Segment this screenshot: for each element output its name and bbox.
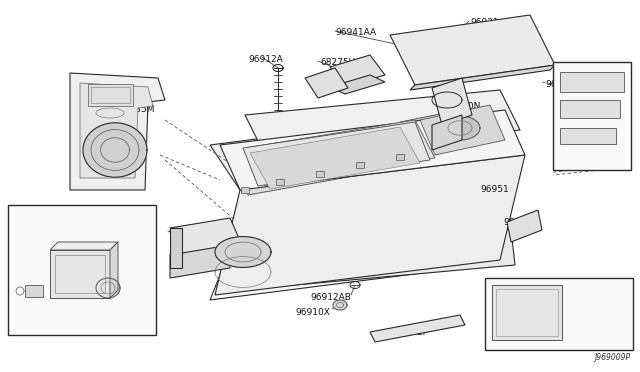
Polygon shape [245, 90, 520, 155]
Bar [560, 72, 624, 92]
Text: 96912A: 96912A [248, 55, 283, 64]
Polygon shape [50, 242, 118, 250]
Polygon shape [420, 105, 505, 155]
Polygon shape [400, 110, 482, 162]
Polygon shape [210, 110, 510, 190]
Polygon shape [333, 300, 347, 310]
Bar [356, 162, 364, 168]
Text: 96912Q: 96912Q [545, 80, 580, 89]
Text: 96951: 96951 [480, 185, 509, 194]
Text: 68275U: 68275U [320, 58, 355, 67]
Text: J969009P: J969009P [594, 353, 630, 362]
Bar [316, 171, 324, 177]
Bar [88, 84, 133, 106]
Text: 96912N: 96912N [503, 218, 538, 227]
Polygon shape [330, 55, 385, 87]
Polygon shape [370, 315, 465, 342]
Bar [492, 285, 562, 340]
Bar [496, 289, 558, 336]
Text: 96912AB: 96912AB [310, 293, 351, 302]
Bar [276, 179, 284, 185]
Polygon shape [70, 73, 165, 190]
Polygon shape [215, 155, 525, 295]
Polygon shape [170, 245, 230, 278]
Bar [241, 187, 249, 193]
Text: 96921: 96921 [470, 18, 499, 27]
Polygon shape [250, 127, 420, 189]
Polygon shape [230, 125, 415, 195]
Text: 96515: 96515 [517, 295, 546, 304]
Bar [8, 205, 156, 335]
Polygon shape [330, 75, 385, 94]
Polygon shape [110, 242, 118, 298]
Polygon shape [390, 15, 555, 85]
Bar [91, 87, 130, 103]
Text: 96911: 96911 [560, 295, 589, 304]
Polygon shape [170, 228, 182, 268]
Polygon shape [245, 120, 435, 186]
Text: 96938+A: 96938+A [18, 250, 60, 259]
Bar [396, 154, 404, 160]
Polygon shape [220, 110, 525, 190]
Bar [560, 128, 616, 144]
Text: 96910X: 96910X [295, 308, 330, 317]
Polygon shape [210, 190, 515, 300]
Bar [55, 255, 105, 293]
Polygon shape [305, 68, 348, 98]
Polygon shape [432, 115, 462, 150]
Polygon shape [225, 120, 492, 196]
Polygon shape [507, 210, 542, 242]
Polygon shape [215, 237, 271, 267]
Bar [485, 278, 633, 350]
Bar [560, 100, 620, 118]
Polygon shape [170, 218, 242, 255]
Polygon shape [440, 116, 480, 140]
Polygon shape [410, 65, 555, 90]
Text: 68430NA: 68430NA [168, 228, 209, 237]
Text: 96512P: 96512P [394, 328, 428, 337]
Text: 96941AA: 96941AA [335, 28, 376, 37]
Bar [25, 285, 43, 297]
Text: 96935M: 96935M [118, 105, 154, 114]
Bar [553, 62, 631, 170]
Polygon shape [96, 278, 120, 298]
Polygon shape [50, 250, 110, 298]
Text: 96510M: 96510M [61, 218, 97, 227]
Text: 24860N: 24860N [75, 250, 110, 259]
Polygon shape [80, 83, 153, 178]
Polygon shape [432, 78, 472, 125]
Text: 68430N: 68430N [445, 102, 481, 111]
Polygon shape [240, 130, 515, 290]
Polygon shape [243, 122, 430, 186]
Polygon shape [83, 123, 147, 177]
